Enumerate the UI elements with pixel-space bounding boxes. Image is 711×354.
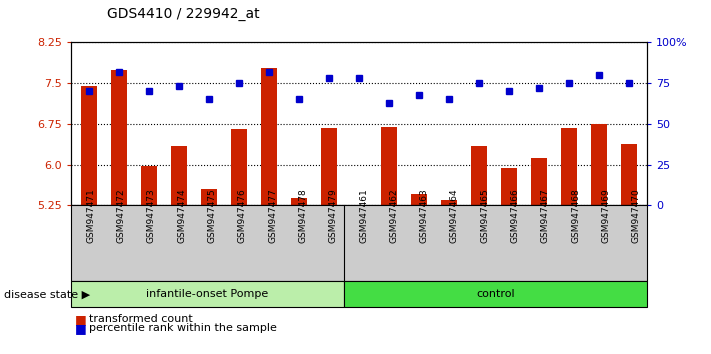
Text: GSM947469: GSM947469 bbox=[602, 189, 611, 244]
Text: percentile rank within the sample: percentile rank within the sample bbox=[89, 323, 277, 333]
Bar bbox=[141, 166, 157, 205]
Bar bbox=[381, 127, 397, 205]
Bar bbox=[231, 129, 247, 205]
Text: GSM947463: GSM947463 bbox=[419, 189, 429, 244]
Bar bbox=[261, 68, 277, 205]
Text: GSM947461: GSM947461 bbox=[359, 189, 368, 244]
Bar bbox=[411, 194, 427, 205]
Text: GSM947462: GSM947462 bbox=[390, 189, 398, 244]
Text: GSM947471: GSM947471 bbox=[86, 189, 95, 244]
Bar bbox=[171, 145, 187, 205]
Text: infantile-onset Pompe: infantile-onset Pompe bbox=[146, 289, 269, 299]
Text: GSM947476: GSM947476 bbox=[237, 189, 247, 244]
Text: GSM947468: GSM947468 bbox=[571, 189, 580, 244]
Text: ■: ■ bbox=[75, 322, 87, 335]
Text: GSM947474: GSM947474 bbox=[177, 189, 186, 244]
Text: GSM947470: GSM947470 bbox=[632, 189, 641, 244]
Text: GDS4410 / 229942_at: GDS4410 / 229942_at bbox=[107, 7, 260, 21]
Bar bbox=[591, 124, 607, 205]
Bar bbox=[621, 144, 637, 205]
Bar bbox=[291, 198, 307, 205]
Text: GSM947478: GSM947478 bbox=[299, 189, 307, 244]
Bar bbox=[351, 205, 368, 207]
Text: GSM947465: GSM947465 bbox=[481, 189, 489, 244]
Text: disease state ▶: disease state ▶ bbox=[4, 289, 90, 299]
Bar bbox=[81, 86, 97, 205]
Text: GSM947472: GSM947472 bbox=[117, 189, 126, 244]
Bar bbox=[111, 70, 127, 205]
Bar bbox=[531, 158, 547, 205]
Text: ■: ■ bbox=[75, 313, 87, 326]
Bar bbox=[441, 200, 457, 205]
Bar bbox=[321, 128, 337, 205]
Text: control: control bbox=[476, 289, 515, 299]
Bar bbox=[561, 128, 577, 205]
Text: GSM947464: GSM947464 bbox=[450, 189, 459, 244]
Bar bbox=[471, 145, 487, 205]
Text: transformed count: transformed count bbox=[89, 314, 193, 324]
Text: GSM947477: GSM947477 bbox=[268, 189, 277, 244]
Text: GSM947467: GSM947467 bbox=[541, 189, 550, 244]
Text: GSM947475: GSM947475 bbox=[208, 189, 217, 244]
Text: GSM947466: GSM947466 bbox=[510, 189, 520, 244]
Text: GSM947473: GSM947473 bbox=[147, 189, 156, 244]
Bar bbox=[501, 169, 518, 205]
Bar bbox=[201, 189, 218, 205]
Text: GSM947479: GSM947479 bbox=[328, 189, 338, 244]
